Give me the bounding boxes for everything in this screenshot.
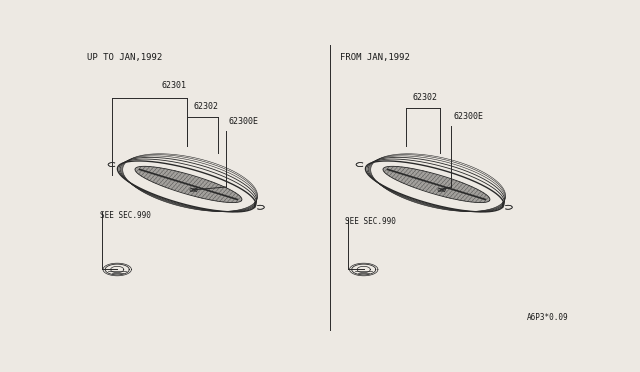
Text: A6P3*0.09: A6P3*0.09 <box>527 314 568 323</box>
Text: FROM JAN,1992: FROM JAN,1992 <box>340 53 410 62</box>
Text: 62300E: 62300E <box>454 112 483 121</box>
Text: 62300E: 62300E <box>229 117 259 126</box>
Text: 62301: 62301 <box>162 81 187 90</box>
Text: UP TO JAN,1992: UP TO JAN,1992 <box>88 53 163 62</box>
Text: SEE SEC.990: SEE SEC.990 <box>100 211 150 220</box>
Text: 62302: 62302 <box>412 93 437 102</box>
Text: SEE SEC.990: SEE SEC.990 <box>346 217 396 225</box>
Text: 62302: 62302 <box>194 102 219 110</box>
